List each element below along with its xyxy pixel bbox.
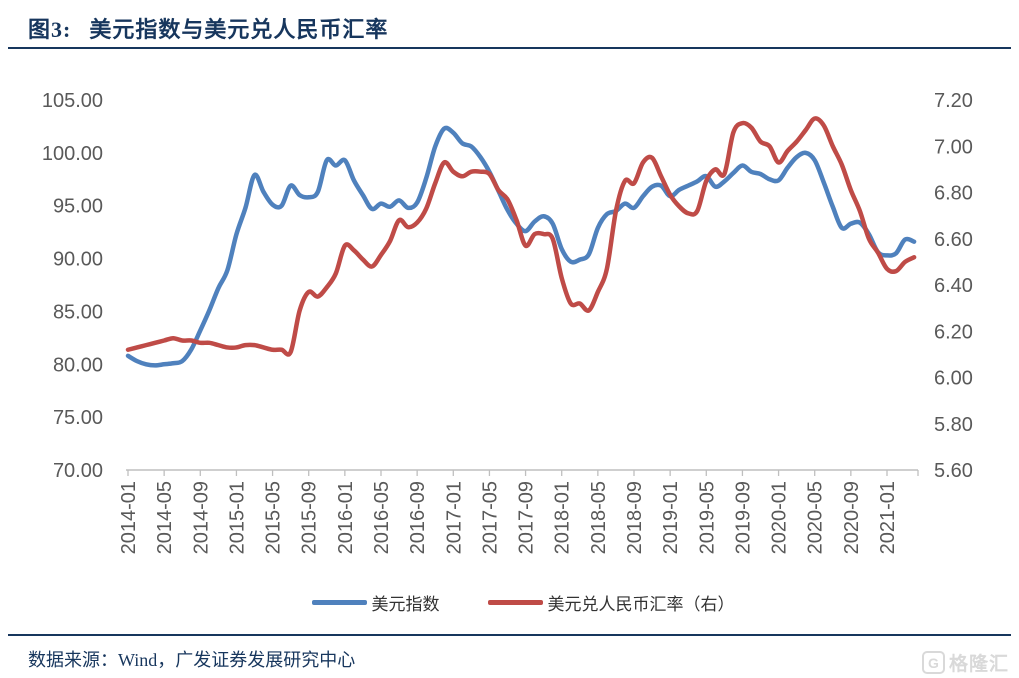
x-axis-label: 2018-01 bbox=[552, 481, 574, 554]
y-axis-label-right: 6.20 bbox=[934, 321, 973, 343]
series-line-usdcny bbox=[125, 116, 917, 357]
y-axis-label-left: 90.00 bbox=[53, 249, 103, 271]
x-axis-label: 2016-09 bbox=[407, 481, 429, 554]
gelonghui-logo-icon: G bbox=[921, 651, 945, 674]
y-axis-label-left: 95.00 bbox=[53, 196, 103, 218]
y-axis-label-left: 105.00 bbox=[42, 90, 103, 112]
y-axis-label-left: 80.00 bbox=[53, 354, 103, 376]
x-axis-label: 2018-09 bbox=[624, 481, 646, 554]
x-axis-label: 2016-01 bbox=[335, 481, 357, 554]
title-divider bbox=[8, 47, 1011, 49]
series-line-usd-index bbox=[125, 125, 917, 368]
x-axis-label: 2015-09 bbox=[299, 481, 321, 554]
y-axis-label-left: 85.00 bbox=[53, 301, 103, 323]
x-axis-label: 2015-01 bbox=[226, 481, 248, 554]
x-axis-label: 2018-05 bbox=[588, 481, 610, 554]
x-axis-label: 2017-05 bbox=[479, 481, 501, 554]
gelonghui-watermark: G 格隆汇 bbox=[921, 649, 1009, 676]
x-axis-label: 2014-01 bbox=[118, 481, 140, 554]
x-axis-label: 2017-01 bbox=[443, 481, 465, 554]
y-axis-label-left: 100.00 bbox=[42, 143, 103, 165]
legend-item-usd-index: 美元指数 bbox=[311, 590, 440, 615]
x-axis-label: 2016-05 bbox=[371, 481, 393, 554]
y-axis-label-left: 75.00 bbox=[53, 407, 103, 429]
data-source-note: 数据来源：Wind，广发证券发展研究中心 bbox=[28, 650, 356, 670]
x-axis-label: 2019-01 bbox=[660, 481, 682, 554]
figure-title-text: 美元指数与美元兑人民币汇率 bbox=[89, 17, 389, 42]
x-axis-label: 2020-09 bbox=[841, 481, 863, 554]
legend-label-usdcny: 美元兑人民币汇率（右） bbox=[547, 594, 735, 614]
x-axis-label: 2017-09 bbox=[516, 481, 538, 554]
legend-swatch-usd-index-icon bbox=[311, 599, 367, 605]
y-axis-label-right: 6.40 bbox=[934, 275, 973, 297]
legend-label-usd-index: 美元指数 bbox=[371, 594, 440, 614]
x-axis-label: 2020-01 bbox=[769, 481, 791, 554]
legend-item-usdcny: 美元兑人民币汇率（右） bbox=[487, 590, 735, 615]
y-axis-label-right: 5.80 bbox=[934, 414, 973, 436]
x-axis-label: 2014-09 bbox=[190, 481, 212, 554]
figure-number: 图3: bbox=[28, 17, 72, 42]
x-axis-label: 2019-05 bbox=[696, 481, 718, 554]
y-axis-label-right: 7.20 bbox=[934, 90, 973, 112]
x-axis-label: 2014-05 bbox=[154, 481, 176, 554]
legend-swatch-usdcny-icon bbox=[487, 599, 543, 605]
gelonghui-logo-text: 格隆汇 bbox=[948, 654, 1009, 675]
chart-legend: 美元指数 美元兑人民币汇率（右） bbox=[128, 589, 918, 615]
y-axis-label-right: 5.60 bbox=[934, 460, 973, 482]
x-axis-label: 2020-05 bbox=[805, 481, 827, 554]
x-axis-label: 2015-05 bbox=[263, 481, 285, 554]
x-axis-label: 2019-09 bbox=[732, 481, 754, 554]
x-axis-label: 2021-01 bbox=[877, 481, 899, 554]
footer-divider bbox=[8, 634, 1011, 636]
figure-title: 图3: 美元指数与美元兑人民币汇率 bbox=[28, 12, 388, 44]
y-axis-label-right: 6.60 bbox=[934, 229, 973, 251]
y-axis-label-left: 70.00 bbox=[53, 460, 103, 482]
y-axis-label-right: 6.00 bbox=[934, 368, 973, 390]
y-axis-label-right: 7.00 bbox=[934, 136, 973, 158]
y-axis-label-right: 6.80 bbox=[934, 183, 973, 205]
